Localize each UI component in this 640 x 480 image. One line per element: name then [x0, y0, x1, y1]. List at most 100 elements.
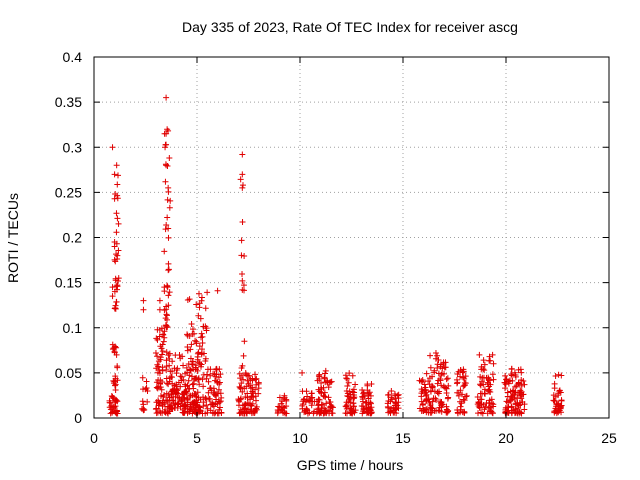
data-point	[214, 400, 221, 407]
data-point	[239, 286, 246, 293]
grid-lines	[94, 57, 609, 418]
data-point	[165, 292, 172, 299]
data-point	[299, 369, 306, 376]
data-point	[196, 304, 203, 311]
data-point	[427, 364, 434, 371]
data-point	[553, 410, 560, 417]
data-point	[236, 383, 243, 390]
data-point	[350, 403, 357, 410]
data-point	[113, 344, 120, 351]
data-point	[303, 388, 310, 395]
data-point	[507, 377, 514, 384]
data-point	[252, 371, 259, 378]
data-point	[211, 392, 218, 399]
data-point	[486, 388, 493, 395]
data-point	[489, 409, 496, 416]
data-point	[204, 289, 211, 296]
data-point	[161, 408, 168, 415]
data-point	[163, 130, 170, 137]
data-point	[316, 410, 323, 417]
data-point	[427, 387, 434, 394]
data-point	[115, 275, 122, 282]
data-point	[321, 374, 328, 381]
data-point	[173, 383, 180, 390]
data-point	[423, 370, 430, 377]
data-point	[482, 403, 489, 410]
y-tick-label: 0.25	[55, 184, 82, 200]
data-point	[308, 390, 315, 397]
data-point	[106, 399, 113, 406]
data-point	[521, 381, 528, 388]
data-point	[552, 373, 559, 380]
data-point	[139, 374, 146, 381]
data-point	[363, 399, 370, 406]
data-point	[502, 372, 509, 379]
data-point	[237, 176, 244, 183]
data-point	[252, 393, 259, 400]
data-point	[511, 369, 518, 376]
data-point	[215, 386, 222, 393]
data-point	[111, 378, 118, 385]
data-point	[516, 381, 523, 388]
data-point	[199, 339, 206, 346]
data-point	[489, 351, 496, 358]
y-tick-label: 0.2	[63, 230, 83, 246]
data-point	[177, 373, 184, 380]
data-point	[247, 385, 254, 392]
data-point	[115, 172, 122, 179]
data-point	[343, 410, 350, 417]
data-point	[196, 343, 203, 350]
data-point	[111, 243, 118, 250]
data-point	[239, 171, 246, 178]
data-point	[515, 366, 522, 373]
data-point	[487, 357, 494, 364]
data-point	[345, 379, 352, 386]
data-point	[168, 374, 175, 381]
data-point	[111, 171, 118, 178]
data-point	[327, 404, 334, 411]
y-tick-label: 0.4	[63, 49, 83, 65]
data-point	[141, 406, 148, 413]
data-point	[326, 379, 333, 386]
data-point	[185, 377, 192, 384]
data-point	[113, 162, 120, 169]
data-point	[184, 344, 191, 351]
data-point	[195, 312, 202, 319]
data-point	[278, 406, 285, 413]
data-point	[193, 338, 200, 345]
data-point	[325, 384, 332, 391]
data-point	[156, 370, 163, 377]
data-point	[322, 408, 329, 415]
data-point	[386, 408, 393, 415]
data-point	[199, 333, 206, 340]
data-point	[190, 385, 197, 392]
data-point	[202, 355, 209, 362]
x-tick-label: 20	[498, 430, 514, 446]
data-point	[154, 353, 161, 360]
data-point	[153, 335, 160, 342]
data-point	[322, 370, 329, 377]
data-point	[392, 406, 399, 413]
data-point	[242, 369, 249, 376]
data-point	[140, 401, 147, 408]
data-point	[160, 338, 167, 345]
data-point	[459, 391, 466, 398]
data-point	[306, 409, 313, 416]
data-point	[460, 396, 467, 403]
data-point	[427, 401, 434, 408]
data-point	[475, 410, 482, 417]
data-point	[165, 184, 172, 191]
data-point	[115, 247, 122, 254]
data-point	[163, 222, 170, 229]
data-point	[113, 283, 120, 290]
data-point	[140, 306, 147, 313]
data-point	[198, 363, 205, 370]
data-point	[217, 398, 224, 405]
data-point	[509, 388, 516, 395]
data-point	[112, 375, 119, 382]
data-point	[514, 394, 521, 401]
data-point	[253, 405, 260, 412]
data-point	[283, 410, 290, 417]
data-point	[161, 248, 168, 255]
data-point	[215, 410, 222, 417]
